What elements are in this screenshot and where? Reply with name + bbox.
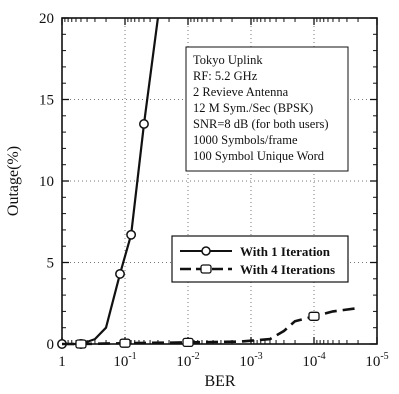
annotation-line: 100 Symbol Unique Word	[193, 149, 325, 163]
y-tick-label: 5	[47, 256, 55, 272]
series-line-4-iterations	[62, 306, 359, 346]
y-tick-label: 10	[39, 174, 54, 190]
annotation-line: Tokyo Uplink	[193, 53, 263, 67]
legend-label-1-iteration: With 1 Iteration	[240, 244, 331, 259]
legend-marker-4-iterations	[200, 264, 212, 274]
annotation-line: RF: 5.2 GHz	[193, 69, 258, 83]
annotation-line: 1000 Symbols/frame	[193, 133, 298, 147]
annotation-box: Tokyo Uplink RF: 5.2 GHz 2 Revieve Anten…	[185, 46, 349, 172]
y-tick-label: 15	[39, 93, 54, 109]
legend-frame	[171, 235, 349, 283]
x-tick-label: 10-3	[239, 351, 262, 370]
y-tick-label: 20	[39, 11, 54, 27]
legend-marker-1-iteration	[201, 246, 211, 256]
x-tick-label: 1	[58, 354, 66, 370]
data-point-4-iterations	[119, 338, 131, 348]
y-axis-label: Outage(%)	[5, 146, 22, 216]
x-tick-label: 10-4	[302, 351, 325, 370]
x-tick-label: 10-2	[176, 351, 199, 370]
annotation-box-frame	[185, 46, 349, 172]
axis-ticks: 1 10-1 10-2 10-3 10-4 10-5 0 5 10 15 20	[39, 11, 389, 370]
data-point-1-iteration	[115, 268, 125, 279]
legend-label-4-iterations: With 4 Iterations	[240, 262, 335, 277]
legend: With 1 Iteration With 4 Iterations	[171, 235, 349, 283]
data-point-4-iterations	[182, 337, 194, 348]
data-point-4-iterations	[75, 339, 87, 349]
annotation-line: 12 M Sym./Sec (BPSK)	[193, 101, 313, 115]
x-tick-label: 10-1	[113, 351, 136, 370]
annotation-line: 2 Revieve Antenna	[193, 85, 289, 99]
data-point-1-iteration	[139, 119, 149, 129]
data-point-4-iterations	[308, 311, 320, 321]
grid-lines	[62, 18, 377, 344]
series-line-1-iteration	[62, 17, 159, 346]
y-tick-label: 0	[47, 337, 55, 353]
annotation-line: SNR=8 dB (for both users)	[193, 117, 329, 131]
series-layer	[57, 17, 359, 349]
x-tick-label: 10-5	[365, 351, 388, 370]
data-point-1-iteration	[126, 229, 137, 240]
x-axis-label: BER	[204, 373, 235, 390]
